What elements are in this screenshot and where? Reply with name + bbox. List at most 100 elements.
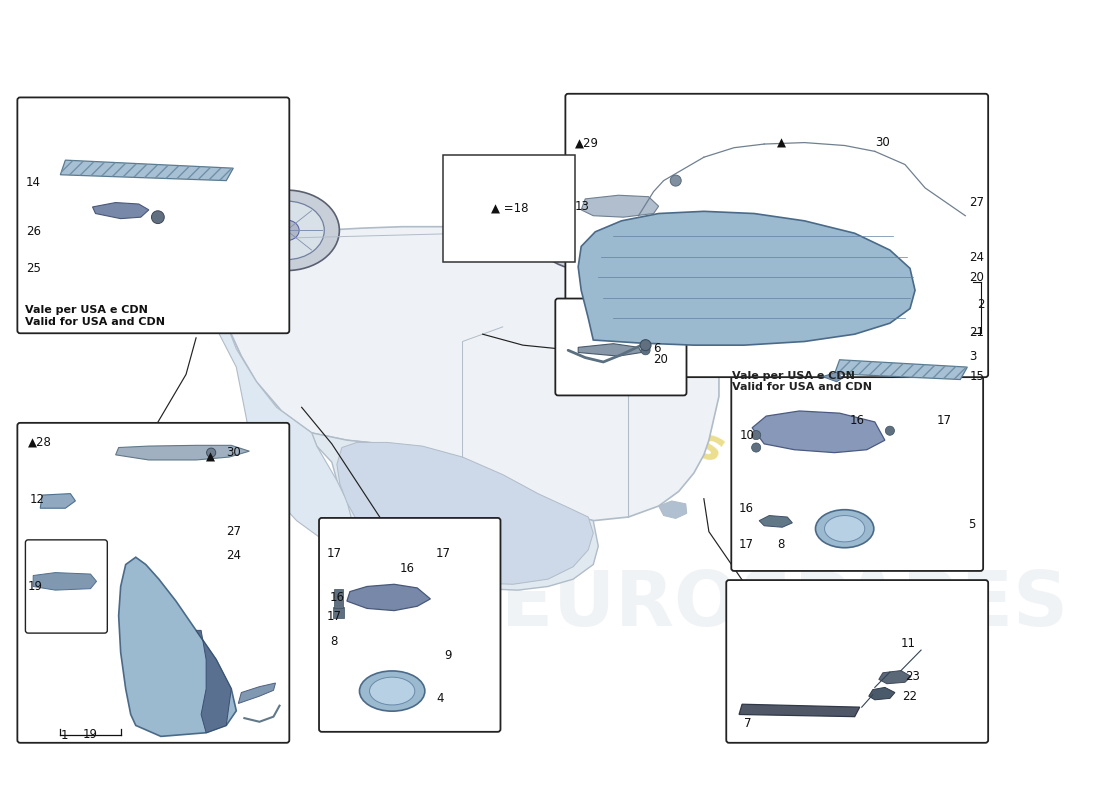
Text: 16: 16 [399,562,415,574]
Text: 15: 15 [969,370,984,383]
Text: 17: 17 [937,414,953,427]
Bar [334,598,343,608]
Polygon shape [739,704,860,717]
Circle shape [751,430,761,440]
Polygon shape [41,494,76,508]
FancyBboxPatch shape [556,298,686,395]
Text: 19: 19 [82,728,98,741]
Polygon shape [879,670,911,684]
Text: 24: 24 [969,251,984,264]
Text: 23: 23 [905,670,920,683]
Polygon shape [196,630,231,733]
Bar [333,606,344,618]
Text: 5: 5 [968,518,976,531]
Polygon shape [92,202,148,218]
Circle shape [641,346,650,355]
Text: 24: 24 [227,549,241,562]
Polygon shape [176,226,719,521]
Polygon shape [33,573,97,590]
Polygon shape [179,261,217,298]
Text: 8: 8 [778,538,784,550]
Text: ▲: ▲ [206,450,216,463]
Text: 25: 25 [26,262,41,275]
Ellipse shape [370,677,415,705]
Text: 22: 22 [902,690,917,703]
Text: EUROSPARES: EUROSPARES [500,568,1068,642]
Ellipse shape [825,515,865,542]
Ellipse shape [546,194,631,259]
FancyBboxPatch shape [565,94,988,377]
Text: 6: 6 [653,342,661,355]
Polygon shape [60,160,233,181]
Text: 20: 20 [653,353,669,366]
Polygon shape [659,501,686,518]
Polygon shape [752,411,884,453]
Ellipse shape [274,220,299,241]
Circle shape [152,210,164,223]
Ellipse shape [249,201,324,259]
FancyBboxPatch shape [18,423,289,742]
Ellipse shape [234,190,340,270]
Text: 17: 17 [436,547,450,560]
Text: 13: 13 [575,201,590,214]
Polygon shape [694,305,719,370]
Polygon shape [346,584,430,610]
Text: 7: 7 [744,717,751,730]
Ellipse shape [574,215,603,238]
Text: 17: 17 [739,538,755,550]
Ellipse shape [558,203,618,250]
FancyBboxPatch shape [18,98,289,334]
Circle shape [640,340,651,350]
Text: 21: 21 [969,326,984,339]
Circle shape [670,175,681,186]
Text: 26: 26 [26,226,41,238]
Text: ▲: ▲ [778,136,786,149]
Text: 16: 16 [849,414,865,427]
Polygon shape [759,515,792,527]
Text: ▲29: ▲29 [575,136,600,149]
FancyBboxPatch shape [732,372,983,571]
Text: 12: 12 [30,493,45,506]
Circle shape [207,448,216,458]
FancyBboxPatch shape [25,540,108,633]
Polygon shape [581,195,659,217]
Text: Vale per USA e CDN
Valid for USA and CDN: Vale per USA e CDN Valid for USA and CDN [25,305,165,326]
Text: 27: 27 [969,196,984,209]
Polygon shape [311,433,598,590]
Text: 19: 19 [29,580,43,593]
Text: ▲ =18: ▲ =18 [491,202,528,215]
Polygon shape [116,446,250,460]
Text: 8: 8 [330,635,338,648]
Text: ▲28: ▲28 [29,436,52,449]
Text: 17: 17 [327,547,342,560]
Text: Vale per USA e CDN
Valid for USA and CDN: Vale per USA e CDN Valid for USA and CDN [732,370,872,392]
Polygon shape [835,360,967,379]
Ellipse shape [530,183,646,270]
Text: 14: 14 [26,175,41,189]
Polygon shape [869,687,895,700]
Text: 4: 4 [437,692,444,705]
Text: 30: 30 [874,136,890,149]
Text: 3: 3 [969,350,977,362]
Polygon shape [337,442,593,584]
Text: a passion for parts: a passion for parts [276,255,730,472]
Polygon shape [239,683,275,703]
Ellipse shape [815,510,873,548]
Text: 16: 16 [330,591,344,604]
Text: 16: 16 [739,502,755,514]
FancyBboxPatch shape [726,580,988,742]
Text: 10: 10 [740,429,755,442]
Text: 20: 20 [969,270,984,284]
Bar [334,590,343,598]
Polygon shape [176,250,412,572]
Text: 9: 9 [444,650,452,662]
Polygon shape [579,344,641,356]
Polygon shape [823,372,843,382]
Text: 1: 1 [60,730,68,742]
Text: 17: 17 [327,610,342,623]
Text: since 1985: since 1985 [389,381,656,522]
Text: 2: 2 [978,298,984,311]
Text: 11: 11 [901,637,916,650]
Polygon shape [579,211,915,345]
Text: 27: 27 [227,525,241,538]
